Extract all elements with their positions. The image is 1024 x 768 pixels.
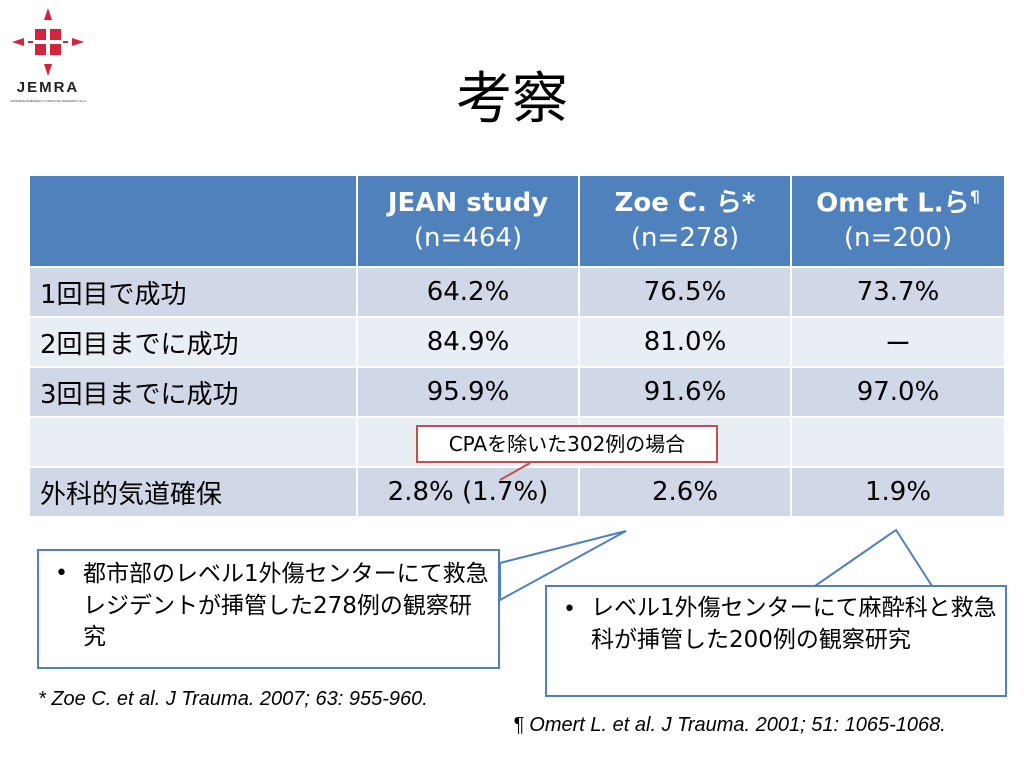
omert-study-callout: • レベル1外傷センターにて麻酔科と救急科が挿管した200例の観察研究 (545, 585, 1007, 697)
table-row: 3回目までに成功 95.9% 91.6% 97.0% (28, 366, 1006, 418)
header-n: (n=200) (843, 223, 953, 254)
jemra-logo: JEMRA JAPANESE EMERGENCY MEDICINE RESEAR… (8, 6, 88, 106)
header-jean-study: JEAN study (n=464) (356, 174, 580, 268)
row-label: 2回目までに成功 (28, 316, 358, 368)
table-cell: 95.9% (356, 366, 580, 418)
table-cell: ー (790, 316, 1006, 368)
reference-zoe: * Zoe C. et al. J Trauma. 2007; 63: 955-… (38, 688, 428, 710)
cpa-excluded-note: CPAを除いた302例の場合 (416, 425, 718, 463)
right-callout-pointer (811, 528, 934, 587)
cross-logo-icon (12, 8, 84, 76)
logo-subtitle: JAPANESE EMERGENCY MEDICINE RESEARCH ALL… (10, 99, 86, 103)
row-label (28, 416, 358, 468)
table-row: 1回目で成功 64.2% 76.5% 73.7% (28, 266, 1006, 318)
row-label: 外科的気道確保 (28, 466, 358, 518)
header-mark: * (741, 187, 756, 218)
table-cell: 84.9% (356, 316, 580, 368)
header-name: JEAN study (387, 187, 549, 218)
table-header-row: JEAN study (n=464) Zoe C. ら* (n=278) Ome… (28, 174, 1006, 268)
callout-text: 都市部のレベル1外傷センターにて救急レジデントが挿管した278例の観察研究 (83, 561, 489, 651)
header-mark: ¶ (969, 186, 980, 206)
table-cell: 76.5% (578, 266, 792, 318)
table-row: 2回目までに成功 84.9% 81.0% ー (28, 316, 1006, 368)
table-cell: 2.6% (578, 466, 792, 518)
table-cell: 73.7% (790, 266, 1006, 318)
header-empty-cell (28, 174, 358, 268)
table-cell: 2.8% (1.7%) (356, 466, 580, 518)
table-row: 外科的気道確保 2.8% (1.7%) 2.6% 1.9% (28, 466, 1006, 518)
header-omert: Omert L.ら¶ (n=200) (790, 174, 1006, 268)
callout-text: レベル1外傷センターにて麻酔科と救急科が挿管した200例の観察研究 (591, 595, 997, 653)
header-name: Omert L.ら (816, 188, 970, 219)
header-name: Zoe C. ら (614, 187, 742, 218)
table-cell: 91.6% (578, 366, 792, 418)
comparison-table: JEAN study (n=464) Zoe C. ら* (n=278) Ome… (28, 174, 1006, 518)
reference-omert: ¶ Omert L. et al. J Trauma. 2001; 51: 10… (513, 714, 946, 736)
bullet-marker: • (563, 597, 576, 622)
header-zoe: Zoe C. ら* (n=278) (578, 174, 792, 268)
table-cell: 64.2% (356, 266, 580, 318)
page-title: 考察 (456, 67, 568, 132)
header-n: (n=464) (413, 223, 523, 253)
zoe-study-callout: • 都市部のレベル1外傷センターにて救急レジデントが挿管した278例の観察研究 (37, 549, 500, 669)
table-cell (790, 416, 1006, 468)
bullet-marker: • (55, 561, 68, 586)
table-cell: 1.9% (790, 466, 1006, 518)
row-label: 1回目で成功 (28, 266, 358, 318)
row-label: 3回目までに成功 (28, 366, 358, 418)
table-cell: 81.0% (578, 316, 792, 368)
header-n: (n=278) (630, 223, 740, 253)
logo-wordmark: JEMRA (16, 79, 80, 96)
table-cell: 97.0% (790, 366, 1006, 418)
